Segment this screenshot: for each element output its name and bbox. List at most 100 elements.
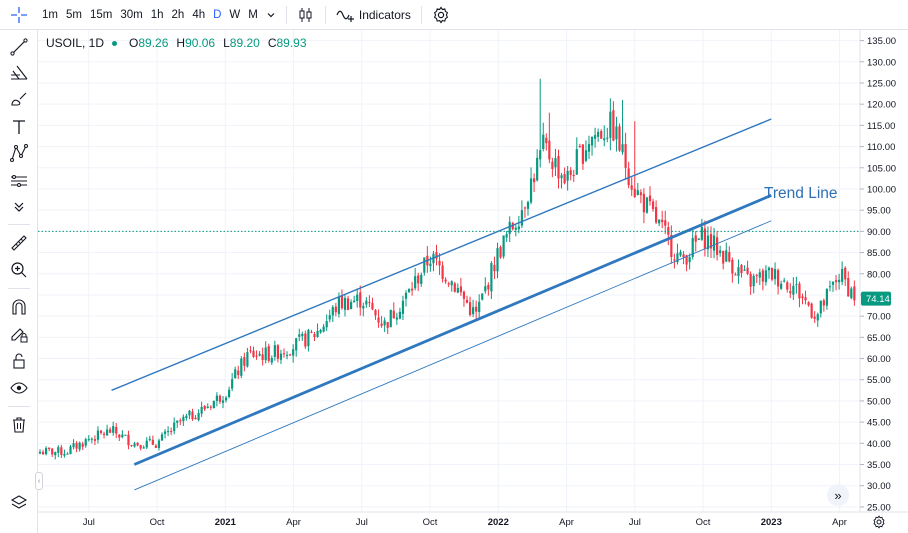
timeframe-1h[interactable]: 1h — [150, 8, 164, 21]
pattern-tool[interactable] — [6, 140, 32, 166]
crosshair-tool-button[interactable] — [0, 0, 38, 30]
timeframe-15m[interactable]: 15m — [89, 8, 113, 21]
collapse-toolbar-handle[interactable]: ‹ — [35, 472, 43, 490]
candle-body — [243, 357, 246, 366]
candle-body — [764, 270, 767, 283]
timeframe-5m[interactable]: 5m — [65, 8, 82, 21]
candle-body — [267, 346, 270, 361]
timeframe-M[interactable]: M — [248, 8, 258, 21]
candle-body — [465, 299, 469, 303]
timeframe-D[interactable]: D — [213, 8, 222, 21]
time-tick-label: 2022 — [488, 517, 509, 528]
lock-drawings-tool[interactable] — [6, 348, 32, 374]
price-axis[interactable]: 135.00 130.00 125.00 120.00 115.00 110.00 105.… — [859, 30, 896, 513]
candle-body — [121, 434, 124, 438]
candle-body — [194, 417, 197, 420]
trend-line-tool[interactable] — [6, 34, 32, 60]
time-axis[interactable]: Jul Oct 2021 Apr Jul Oct 2022 Apr Jul Oct 2023 Apr — [38, 511, 908, 528]
candle-body — [197, 412, 200, 421]
candle-body — [368, 302, 371, 304]
candle-body — [700, 226, 703, 240]
candle-body — [508, 221, 511, 234]
zoom-in-tool[interactable] — [6, 257, 32, 283]
open-label: O — [129, 36, 139, 50]
fib-tool[interactable] — [6, 60, 32, 86]
toolbar-divider — [8, 288, 30, 289]
timeframe-4h[interactable]: 4h — [192, 8, 206, 21]
candle-body — [484, 286, 487, 292]
trend-line-1[interactable] — [133, 194, 772, 466]
chart-type-button[interactable] — [293, 4, 319, 26]
candle-body — [404, 292, 408, 299]
candle-body — [285, 354, 289, 356]
stay-in-drawing-mode-tool[interactable] — [6, 321, 32, 347]
settings-toolbar-button[interactable] — [428, 4, 454, 26]
candle-body — [371, 302, 374, 310]
candle-body — [63, 453, 66, 456]
ruler-icon — [11, 235, 27, 251]
timeframe-W[interactable]: W — [229, 8, 241, 21]
timeframe-2h[interactable]: 2h — [171, 8, 185, 21]
candle-body — [691, 237, 694, 257]
candle-body — [645, 197, 649, 213]
timeframe-30m[interactable]: 30m — [120, 8, 143, 21]
candle-body — [221, 400, 225, 403]
close-number: 89.93 — [276, 36, 307, 50]
candle-body — [847, 278, 850, 297]
hide-drawings-tool[interactable] — [6, 375, 32, 401]
candle-body — [383, 320, 386, 326]
candle-body — [218, 395, 222, 402]
price-tick-label: 85.00 — [867, 248, 891, 259]
measure-tool[interactable] — [6, 230, 32, 256]
brush-tool[interactable] — [6, 86, 32, 112]
candle-body — [353, 300, 356, 303]
magnet-tool[interactable] — [6, 294, 32, 320]
chart-settings-button[interactable] — [870, 513, 888, 531]
candle-body — [685, 255, 688, 265]
price-tick-label: 115.00 — [867, 121, 895, 132]
fibonacci-icon — [11, 65, 28, 80]
candle-body — [350, 302, 353, 310]
symbol-label[interactable]: USOIL, 1D — [46, 36, 105, 50]
candle-body — [459, 286, 462, 293]
trend-line-drawings[interactable] — [111, 118, 772, 491]
candle-body — [319, 330, 322, 333]
trend-line-2[interactable] — [134, 220, 772, 491]
price-tick-label: 55.00 — [867, 375, 891, 386]
text-tool[interactable] — [6, 114, 32, 140]
trend-line-icon — [10, 38, 28, 56]
candle-body — [356, 294, 359, 301]
candle-body — [536, 157, 539, 181]
candle-body — [444, 279, 447, 282]
toolbar-divider — [285, 5, 287, 24]
candle-body — [212, 400, 215, 409]
interval-dropdown-button[interactable] — [262, 4, 280, 26]
object-tree-button[interactable] — [6, 490, 32, 516]
long-position-icon — [11, 175, 27, 187]
candle-body — [48, 447, 51, 450]
candle-body — [682, 254, 685, 258]
candle-body — [270, 358, 273, 363]
candle-body — [807, 302, 810, 306]
candle-body — [569, 170, 572, 175]
candle-body — [624, 144, 627, 168]
candle-body — [777, 270, 780, 287]
candle-body — [429, 263, 432, 267]
candle-body — [295, 338, 298, 351]
scroll-to-realtime-button[interactable]: » — [827, 484, 849, 506]
candle-body — [258, 353, 261, 356]
timeframe-1m[interactable]: 1m — [42, 8, 58, 21]
more-tools-button[interactable] — [6, 194, 32, 220]
indicators-button[interactable]: Indicators — [332, 4, 415, 26]
candle-body — [38, 451, 42, 454]
remove-drawings-tool[interactable] — [6, 412, 32, 438]
toolbar-divider — [324, 5, 326, 24]
candle-body — [676, 253, 679, 263]
candle-body — [490, 263, 493, 292]
prediction-tool[interactable] — [6, 168, 32, 194]
timeframe-selector: 1m 5m 15m 30m 1h 2h 4h D W M — [38, 4, 262, 26]
candle-body — [401, 300, 405, 314]
trend-line-0[interactable] — [111, 118, 772, 391]
top-toolbar: 1m 5m 15m 30m 1h 2h 4h D W M Indicators — [0, 0, 908, 30]
